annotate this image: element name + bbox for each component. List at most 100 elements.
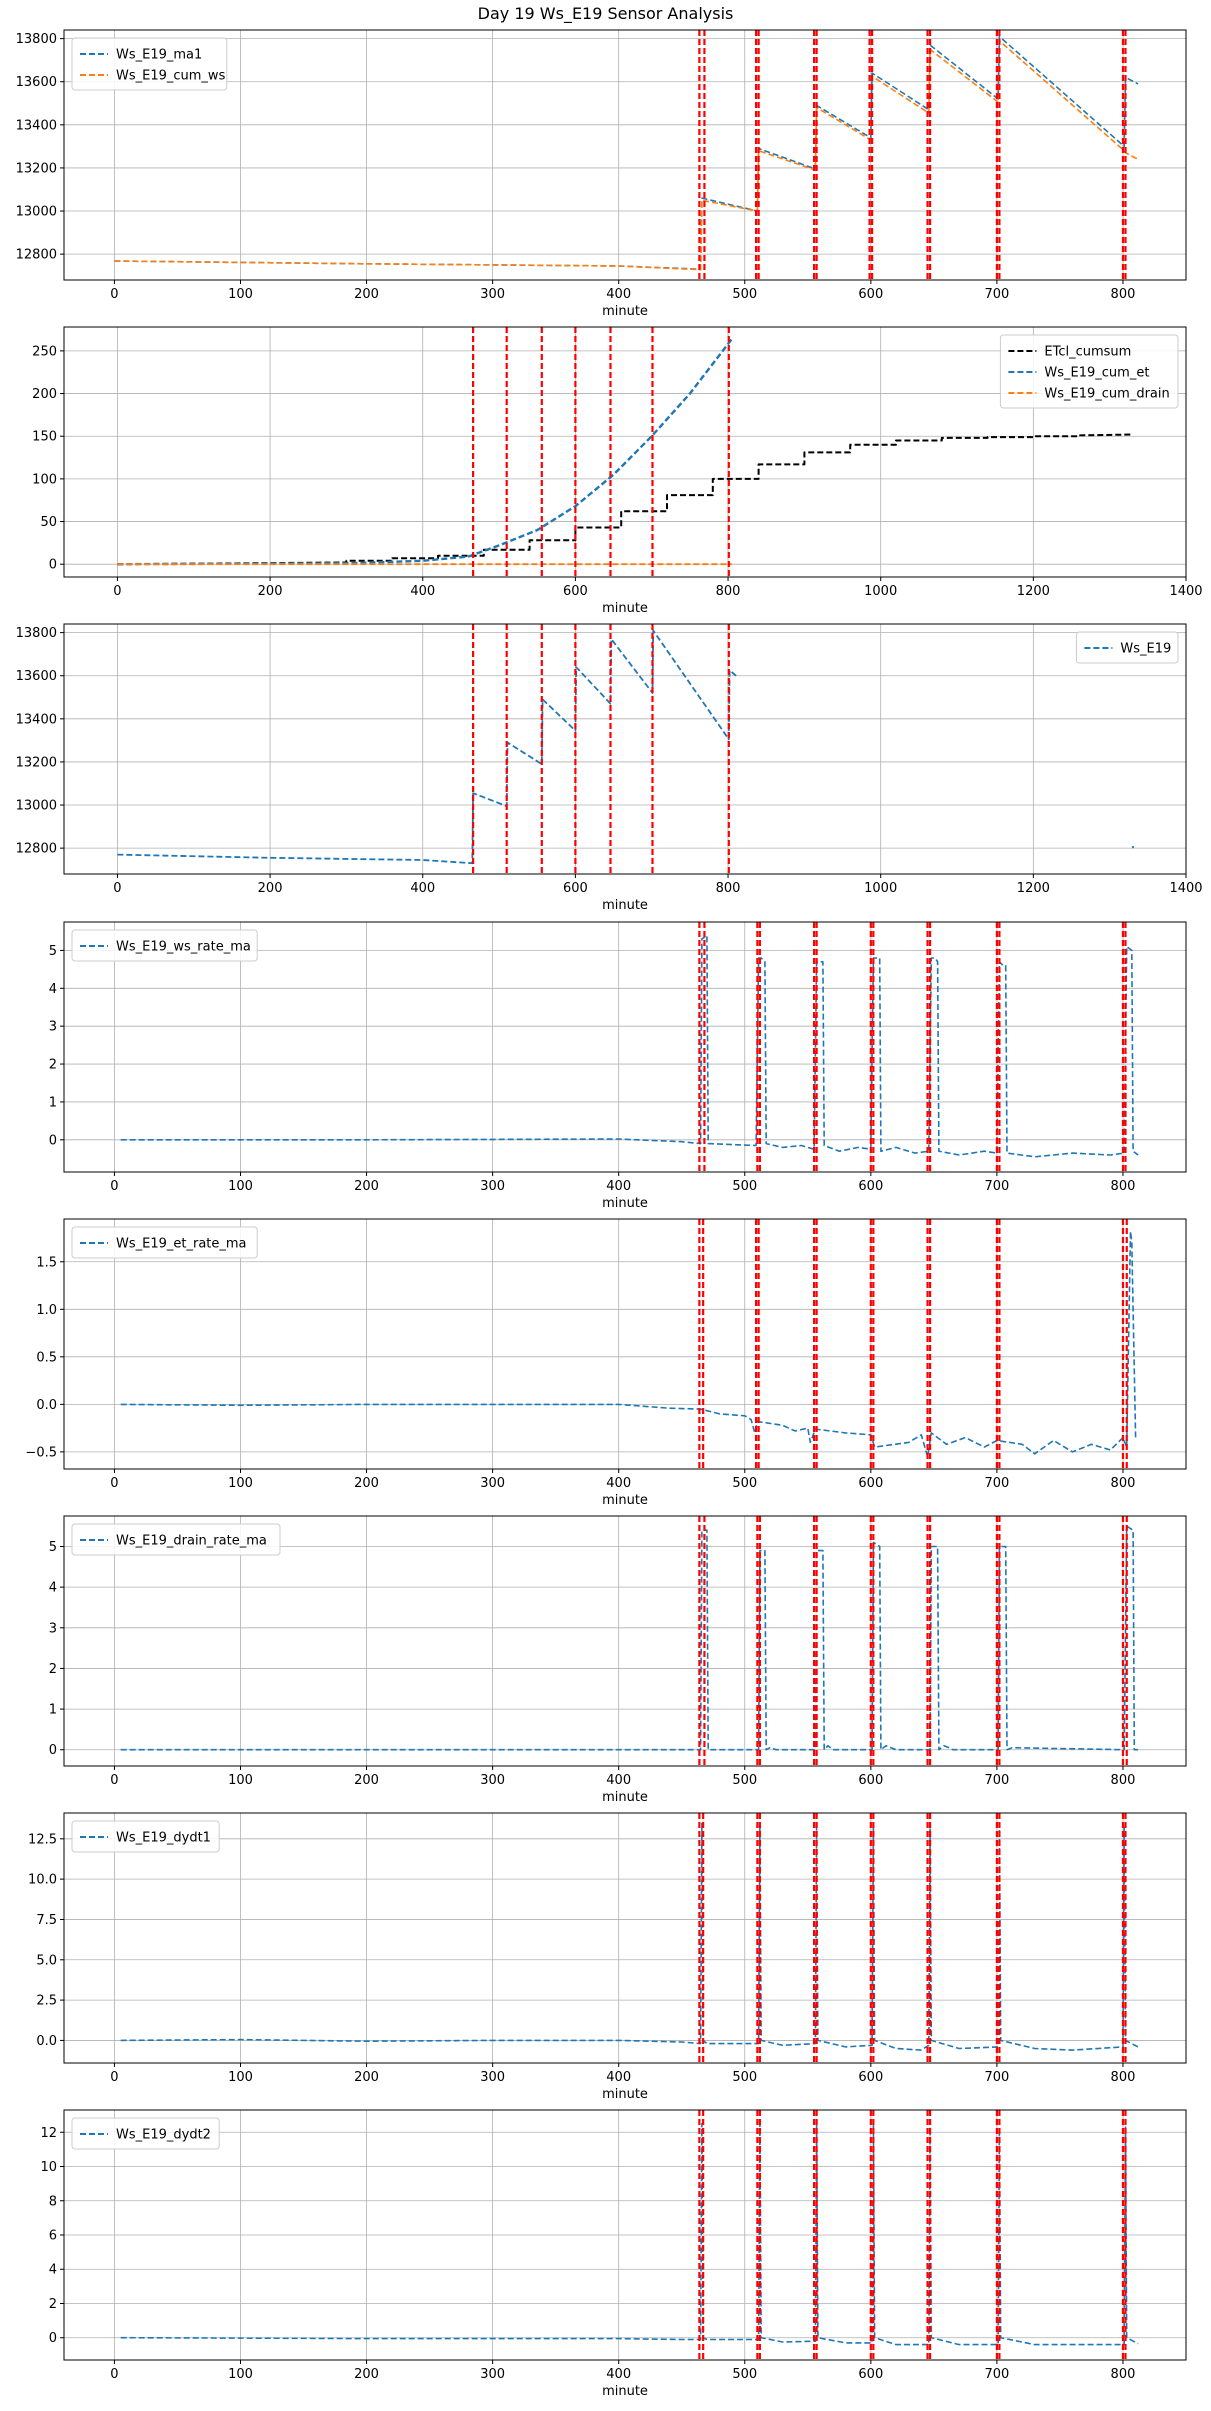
chart-panel-4: 0 100 200 300 400 500 600 700 800 0 1 2 3 4 5 minute Ws_…	[49, 921, 1187, 1211]
plot-area	[120, 1516, 1139, 1766]
x-tick-label: 700	[984, 1476, 1009, 1491]
y-tick-label: 13600	[16, 669, 57, 684]
x-tick-label: 700	[984, 1179, 1009, 1194]
plot-area	[120, 1813, 1139, 2063]
axes-frame	[63, 1812, 1187, 2064]
legend-frame	[71, 1820, 220, 1853]
x-tick-label: 800	[716, 584, 741, 599]
x-tick-label: 600	[563, 881, 588, 896]
y-tick-label: 7.5	[36, 1913, 57, 1928]
x-tick-label: 500	[732, 2367, 757, 2382]
y-tick-label: 13000	[16, 799, 57, 814]
x-tick-label: 500	[732, 2070, 757, 2085]
x-tick-label: 100	[228, 2367, 253, 2382]
x-tick-label: 100	[228, 2070, 253, 2085]
x-tick-label: 0	[113, 584, 121, 599]
plot-area	[117, 624, 1135, 874]
x-tick-label: 300	[480, 1773, 505, 1788]
x-tick-label: 400	[410, 584, 435, 599]
x-axis-label: minute	[602, 2087, 648, 2102]
x-tick-label: 400	[606, 1773, 631, 1788]
x-tick-label: 300	[480, 1179, 505, 1194]
y-tick-label: 10.0	[28, 1873, 57, 1888]
y-tick-label: 3	[49, 1020, 57, 1035]
plot-area	[120, 1219, 1137, 1469]
x-tick-label: 0	[110, 2070, 118, 2085]
x-tick-label: 200	[258, 881, 283, 896]
x-tick-label: 600	[858, 1476, 883, 1491]
y-tick-label: 150	[32, 430, 57, 445]
y-tick-label: 50	[40, 515, 57, 530]
x-tick-label: 400	[410, 881, 435, 896]
legend-label: Ws_E19_et_rate_ma	[116, 1237, 247, 1252]
legend-label: Ws_E19_drain_rate_ma	[116, 1534, 267, 1549]
x-tick-label: 200	[354, 1179, 379, 1194]
x-tick-label: 100	[228, 1179, 253, 1194]
legend-frame	[71, 37, 228, 91]
x-tick-label: 200	[354, 2367, 379, 2382]
x-tick-label: 200	[354, 2070, 379, 2085]
series-line-ws-e19-ws-rate-ma	[120, 934, 1139, 1158]
x-tick-label: 500	[732, 1773, 757, 1788]
y-tick-label: 100	[32, 472, 57, 487]
x-tick-label: 600	[858, 287, 883, 302]
legend-frame	[71, 929, 258, 962]
chart-panel-3: 0 200 400 600 800 1000 1200 1400 12800 13000 13200…	[16, 623, 1203, 913]
legend: Ws_E19_drain_rate_ma	[71, 1523, 281, 1556]
y-tick-label: 0	[49, 558, 57, 573]
chart-panel-5: 0 100 200 300 400 500 600 700 800 −0.5 0.0 0.5 1.0 1.…	[25, 1218, 1187, 1508]
y-tick-label: 1.5	[36, 1255, 57, 1270]
x-axis-label: minute	[602, 304, 648, 319]
axes-frame	[63, 326, 1187, 578]
legend-frame	[999, 334, 1179, 409]
x-tick-label: 300	[480, 2070, 505, 2085]
y-tick-label: 3	[49, 1621, 57, 1636]
x-tick-label: 300	[480, 1476, 505, 1491]
series-line-ws-e19-dydt2	[120, 2122, 1139, 2346]
y-tick-label: 13200	[16, 755, 57, 770]
y-tick-label: 0.0	[36, 1398, 57, 1413]
x-tick-label: 1000	[864, 584, 897, 599]
y-tick-label: 5	[49, 944, 57, 959]
x-tick-label: 0	[110, 1773, 118, 1788]
x-tick-label: 500	[732, 1476, 757, 1491]
chart-panel-6: 0 100 200 300 400 500 600 700 800 0 1 2 3 4 5 minute Ws_…	[49, 1515, 1187, 1805]
axes-frame	[63, 1515, 1187, 1767]
y-tick-label: 2	[49, 1662, 57, 1677]
x-tick-label: 500	[732, 287, 757, 302]
x-tick-label: 700	[984, 2367, 1009, 2382]
series-line-ws-e19-cum-ws	[114, 39, 1139, 271]
y-tick-label: 1	[49, 1703, 57, 1718]
plot-area	[120, 2110, 1139, 2360]
chart-panel-2: 0 200 400 600 800 1000 1200 1400 0 50 100 150 200 250…	[32, 326, 1203, 616]
x-tick-label: 800	[1111, 1476, 1136, 1491]
y-tick-label: 1.0	[36, 1303, 57, 1318]
x-tick-label: 0	[110, 1476, 118, 1491]
x-tick-label: 500	[732, 1179, 757, 1194]
x-tick-label: 400	[606, 2070, 631, 2085]
x-tick-label: 800	[1111, 1179, 1136, 1194]
y-tick-label: 200	[32, 387, 57, 402]
x-tick-label: 400	[606, 287, 631, 302]
x-tick-label: 600	[858, 1179, 883, 1194]
legend-label: Ws_E19	[1120, 642, 1171, 657]
y-tick-label: 0	[49, 2331, 57, 2346]
x-tick-label: 800	[1111, 2070, 1136, 2085]
x-tick-label: 0	[110, 1179, 118, 1194]
y-tick-label: 2.5	[36, 1994, 57, 2009]
y-tick-label: 12	[40, 2126, 57, 2141]
legend-label: Ws_E19_cum_drain	[1044, 387, 1169, 402]
y-tick-label: 4	[49, 982, 57, 997]
y-tick-label: 4	[49, 2263, 57, 2278]
x-tick-label: 400	[606, 2367, 631, 2382]
legend: Ws_E19	[1075, 631, 1179, 664]
x-tick-label: 1400	[1169, 881, 1202, 896]
legend-frame	[71, 2117, 220, 2150]
y-tick-label: 13000	[16, 205, 57, 220]
x-axis-label: minute	[602, 1790, 648, 1805]
series-line-ws-e19-dydt1	[120, 1821, 1139, 2051]
y-tick-label: 8	[49, 2194, 57, 2209]
y-tick-label: 2	[49, 1058, 57, 1073]
y-tick-label: 1	[49, 1095, 57, 1110]
chart-panel-7: 0 100 200 300 400 500 600 700 800 0.0 2.5 5.0 7.5 10.…	[28, 1812, 1187, 2102]
